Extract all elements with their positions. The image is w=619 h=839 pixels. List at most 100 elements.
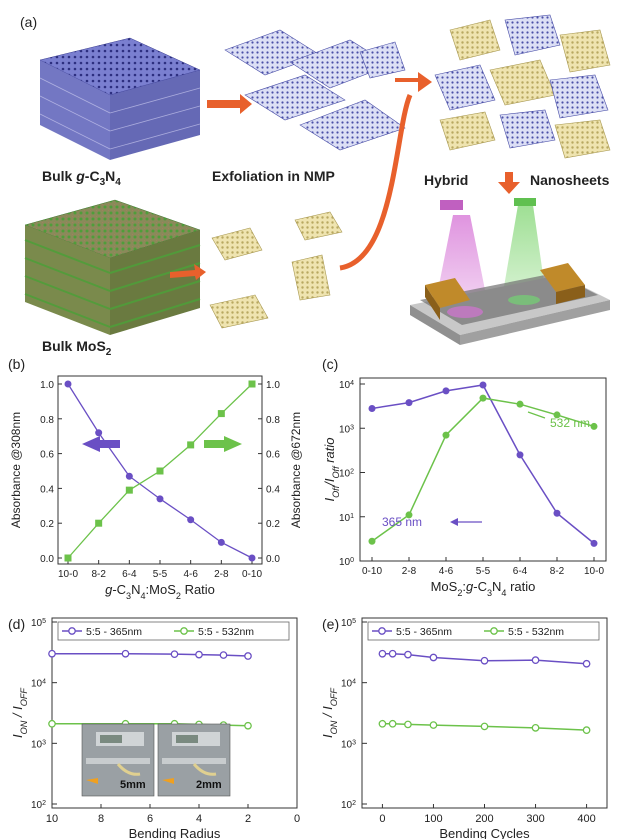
photo-label-0: 5mm (120, 779, 146, 791)
data-point (480, 722, 489, 731)
annotation-365nm: 365 nm (382, 515, 422, 529)
y-axis-label-left: Absorbance @308nm (9, 412, 23, 528)
data-point (170, 650, 179, 659)
y-tick-label-right: 0.8 (266, 415, 280, 426)
chart-d-bending-radius: 102 103 104 105 10 8 6 4 2 0 5:5 - 365nm 5:5 - 532n… (10, 617, 300, 839)
data-point (248, 380, 256, 388)
caption-exfoliation: Exfoliation in NMP (212, 168, 335, 184)
x-tick-label: 4-6 (439, 566, 454, 577)
y-axis-label: ION / IOFF (10, 688, 29, 738)
y-tick-label: 102 (339, 468, 354, 480)
x-tick-label: 8-2 (550, 566, 565, 577)
data-point (429, 653, 438, 662)
bulk-gcn-stack (39, 37, 201, 160)
y-tick-label-left: 0.0 (40, 554, 54, 565)
legend: 5:5 - 365nm 5:5 - 532nm (57, 621, 290, 641)
y-tick-label: 105 (31, 618, 46, 630)
caption-nanosheets: Nanosheets (530, 172, 610, 188)
bent-device (192, 763, 217, 776)
y-tick-label-right: 1.0 (266, 380, 280, 391)
x-tick-label: 0 (294, 813, 300, 825)
x-tick-label: 2-8 (402, 566, 417, 577)
series-0 (378, 649, 591, 668)
pointer-arrow-icon (86, 778, 98, 784)
panel-label-b: (b) (8, 356, 26, 372)
y-axis-label-right: Absorbance @672nm (289, 412, 303, 528)
data-point (64, 380, 72, 388)
y-tick-label: 103 (341, 739, 356, 751)
x-tick-label: 100 (424, 813, 442, 825)
data-point (48, 649, 56, 658)
x-tick-label: 8 (98, 813, 104, 825)
data-point (217, 410, 225, 418)
series-0 (64, 380, 256, 562)
data-point (48, 719, 56, 728)
x-axis-label: MoS2:g-C3N4 ratio (431, 579, 536, 598)
x-axis-label: Bending Cycles (439, 826, 530, 839)
data-point (480, 656, 489, 665)
y-tick-label-left: 0.2 (40, 519, 54, 530)
x-tick-label: 0 (379, 813, 385, 825)
arrow-icon (207, 94, 252, 114)
caption-hybrid: Hybrid (424, 172, 469, 188)
data-point (442, 431, 450, 439)
left-arrow-icon (82, 436, 120, 452)
caliper-bar (162, 758, 226, 764)
y-tick-label-right: 0.2 (266, 519, 280, 530)
device-illustration (410, 198, 610, 345)
data-point (368, 404, 376, 412)
series-line (52, 652, 249, 657)
data-point (95, 519, 103, 527)
x-tick-label: 6-4 (122, 569, 137, 580)
data-point (64, 554, 72, 562)
x-tick-label: 200 (475, 813, 493, 825)
data-point (121, 649, 130, 658)
data-point (429, 721, 438, 729)
x-tick-label: 6-4 (513, 566, 528, 577)
x-axis-label: g-C3N4:MoS2 Ratio (105, 582, 215, 601)
data-point (248, 554, 256, 562)
data-point (388, 649, 397, 658)
data-point (378, 719, 387, 728)
caliper-screen (100, 735, 122, 743)
data-point (219, 651, 228, 659)
data-point (378, 649, 387, 658)
x-tick-label: 400 (577, 813, 595, 825)
exfoliated-mos2-sheets (209, 211, 343, 329)
caption-bulk-gcn: Bulk g-C3N4 (42, 168, 121, 188)
y-tick-label: 102 (31, 800, 46, 812)
data-point (388, 719, 397, 728)
series-1 (378, 719, 591, 734)
data-point (590, 539, 598, 547)
y-tick-label-left: 0.8 (40, 415, 54, 426)
series-1 (64, 380, 256, 562)
legend-label-1: 5:5 - 532nm (508, 626, 564, 638)
series-1 (368, 394, 598, 545)
legend-box (57, 621, 290, 641)
data-point (187, 441, 195, 449)
device-photos: 5mm 2mm (81, 723, 231, 797)
data-point (479, 381, 487, 389)
x-tick-label: 0-10 (242, 569, 262, 580)
curved-arrow-icon (339, 94, 413, 271)
legend-marker (68, 627, 76, 635)
data-point (125, 486, 133, 494)
data-point (479, 394, 487, 402)
data-point (156, 495, 164, 503)
legend: 5:5 - 365nm 5:5 - 532nm (367, 621, 600, 641)
data-point (590, 422, 598, 430)
data-point (156, 467, 164, 475)
x-tick-label: 5-5 (476, 566, 491, 577)
panel-label-a: (a) (20, 14, 38, 30)
data-point (442, 387, 450, 395)
plot-frame (361, 617, 608, 809)
legend-label-0: 5:5 - 365nm (396, 626, 452, 638)
x-tick-label: 300 (526, 813, 544, 825)
legend-marker (180, 627, 188, 635)
y-tick-label: 103 (339, 424, 354, 436)
data-point (404, 720, 412, 729)
bulk-mos2-stack (24, 199, 201, 335)
caliper-screen (176, 735, 198, 743)
data-point (516, 451, 524, 459)
data-point (244, 721, 252, 730)
